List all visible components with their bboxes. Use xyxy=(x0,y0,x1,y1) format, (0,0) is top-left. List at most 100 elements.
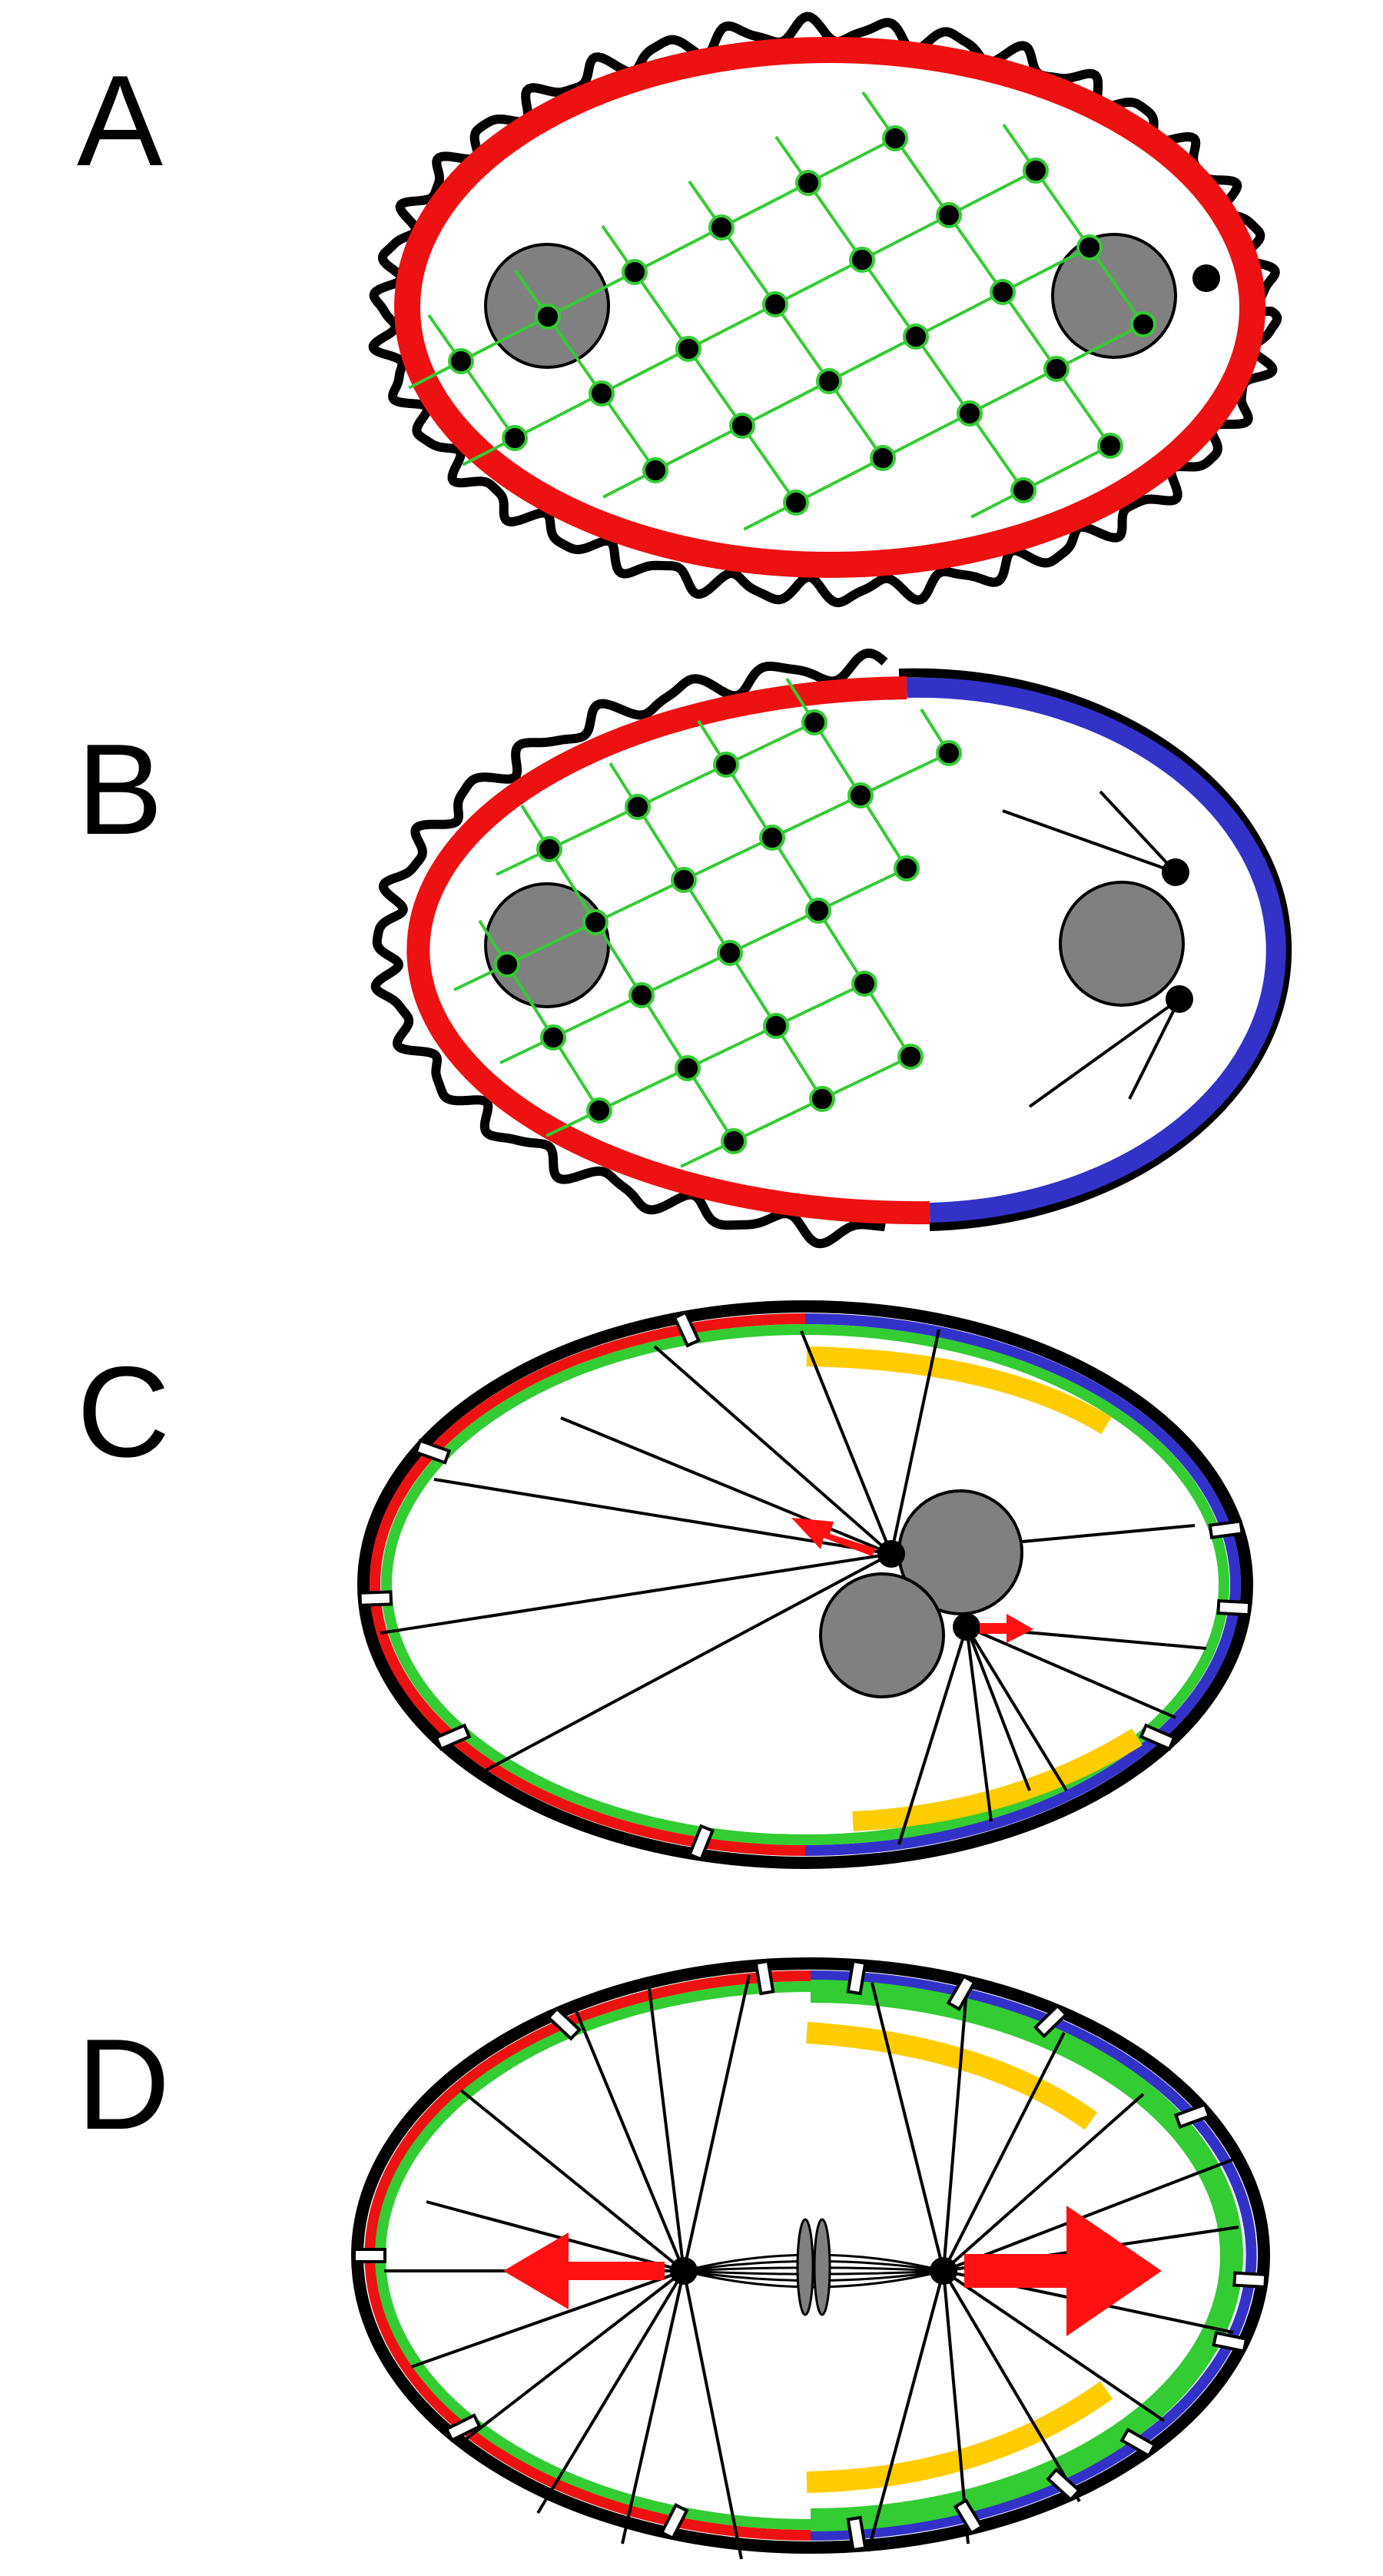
green-cortex-anterior xyxy=(375,1981,811,2530)
network-node xyxy=(795,170,821,196)
network-filament xyxy=(859,794,908,870)
network-filament xyxy=(595,878,685,924)
network-filament xyxy=(729,909,819,954)
network-node xyxy=(448,348,474,374)
network-node xyxy=(894,855,920,881)
network-filament xyxy=(725,763,774,839)
network-filament xyxy=(594,921,643,997)
network-node xyxy=(990,279,1016,305)
astral-ray xyxy=(965,1625,1068,1792)
network-node xyxy=(1130,311,1156,337)
force-arrow-posterior xyxy=(964,2206,1162,2336)
network-node xyxy=(1043,356,1070,382)
network-filament xyxy=(552,994,642,1039)
network-node xyxy=(536,836,562,862)
astral-ray xyxy=(410,2269,685,2369)
network-filament xyxy=(947,214,1004,294)
centrosome-lower xyxy=(1166,985,1193,1013)
network-filament xyxy=(459,360,516,440)
astral-ray xyxy=(942,2269,1081,2503)
network-filament xyxy=(1088,246,1145,326)
network-filament xyxy=(640,994,689,1070)
astral-ray xyxy=(459,2089,685,2272)
nucleus-lower xyxy=(819,1572,945,1698)
network-filament xyxy=(914,335,971,415)
force-arrow-anterior xyxy=(503,2232,665,2309)
network-filament xyxy=(636,805,685,881)
network-filament xyxy=(817,909,866,985)
network-filament xyxy=(882,412,970,460)
outer-membrane xyxy=(357,1300,1253,1869)
cortical-anchor xyxy=(946,1973,977,2012)
cortical-anchor xyxy=(846,2515,867,2552)
network-filament xyxy=(771,794,861,839)
network-filament xyxy=(948,169,1036,217)
astral-ray xyxy=(965,1626,1031,1791)
astral-ray xyxy=(800,1330,893,1555)
astral-ray xyxy=(380,1552,892,1635)
centrosomes xyxy=(1002,790,1181,1108)
network-filament xyxy=(725,721,815,766)
network-node xyxy=(762,291,788,317)
network-node xyxy=(586,1097,612,1124)
astral-ray xyxy=(942,2269,1166,2422)
network-filament xyxy=(774,258,863,306)
network-filament xyxy=(968,412,1025,492)
network-node xyxy=(717,940,743,966)
network-filament xyxy=(775,982,865,1027)
green-microtubule-network xyxy=(453,677,962,1168)
astral-ray xyxy=(942,2270,970,2544)
cortical-anchor xyxy=(953,2498,984,2535)
centrosome-upper xyxy=(1162,858,1189,886)
network-filament xyxy=(969,367,1057,415)
network-node xyxy=(759,825,785,851)
cortical-anchor xyxy=(444,2413,482,2442)
network-node xyxy=(675,336,701,362)
panel-c: C xyxy=(77,1300,1253,1869)
network-node xyxy=(1097,433,1123,459)
panel-a: A xyxy=(77,12,1282,608)
network-filament xyxy=(861,258,917,338)
network-filament xyxy=(549,805,638,851)
cortical-anchor xyxy=(688,1824,715,1861)
network-node xyxy=(851,971,877,997)
astral-ray xyxy=(621,2270,685,2544)
network-node xyxy=(721,1128,747,1154)
network-node xyxy=(957,400,983,427)
spindle-fiber xyxy=(683,2269,944,2289)
cortical-anchor xyxy=(846,1959,867,1996)
blue-cortex xyxy=(810,1970,1257,2541)
astral-ray xyxy=(571,2001,685,2272)
network-node xyxy=(882,125,908,151)
astral-ray xyxy=(682,2270,743,2560)
panel-label-d: D xyxy=(77,2012,170,2156)
astral-ray xyxy=(682,1974,751,2272)
network-filament xyxy=(686,1067,735,1143)
astral-ray xyxy=(433,1478,892,1555)
astral-ray xyxy=(965,1626,993,1822)
yellow-patch-upper xyxy=(806,1346,1112,1435)
cortical-anchor xyxy=(1046,2467,1082,2502)
network-node xyxy=(713,752,739,778)
network-node xyxy=(1023,158,1049,184)
network-filament xyxy=(552,1036,601,1112)
astral-microtubules xyxy=(384,1974,1239,2560)
smooth-outer-membrane xyxy=(898,668,1292,1231)
astral-ray xyxy=(942,2032,1066,2272)
network-node xyxy=(801,709,827,735)
network-filament xyxy=(774,303,831,383)
cortical-anchor xyxy=(413,1439,452,1465)
network-filament xyxy=(599,1067,688,1112)
astral-microtubules xyxy=(380,1329,1207,1845)
network-node xyxy=(540,1024,566,1051)
network-filament xyxy=(863,982,912,1058)
network-node xyxy=(1076,234,1103,261)
yellow-patch-lower xyxy=(806,2381,1113,2493)
astral-ray xyxy=(871,1982,945,2272)
right-nucleus xyxy=(1059,881,1185,1007)
cortical-anchor xyxy=(546,2006,582,2041)
cortical-anchor xyxy=(1212,2331,1249,2353)
force-arrow-anterior xyxy=(791,1518,876,1556)
red-cortex xyxy=(406,676,930,1225)
